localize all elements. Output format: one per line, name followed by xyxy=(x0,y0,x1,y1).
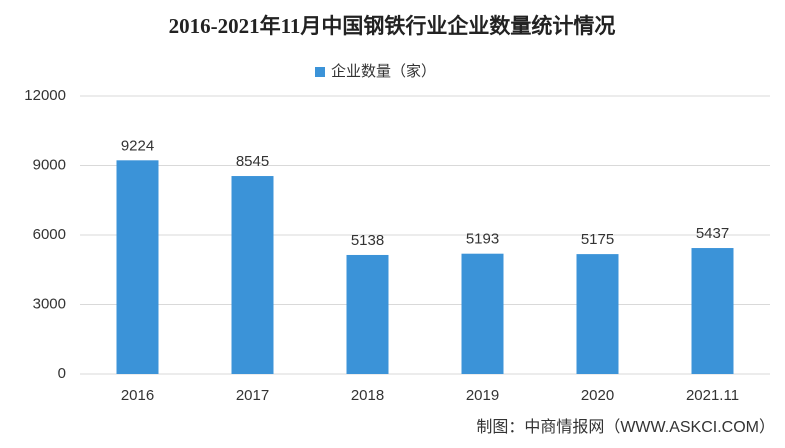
data-label: 9224 xyxy=(121,137,154,154)
x-tick-label: 2019 xyxy=(466,387,499,404)
bar xyxy=(576,254,619,374)
bar xyxy=(461,253,504,374)
data-label: 5175 xyxy=(581,231,614,248)
bar xyxy=(116,160,159,374)
bar xyxy=(691,248,734,374)
y-tick-label: 12000 xyxy=(24,87,66,104)
data-label: 5437 xyxy=(696,225,729,242)
data-label: 5138 xyxy=(351,232,384,249)
legend-swatch xyxy=(315,67,325,77)
x-tick-label: 2018 xyxy=(351,387,384,404)
y-tick-label: 3000 xyxy=(33,295,66,312)
data-label: 5193 xyxy=(466,231,499,248)
x-tick-label: 2016 xyxy=(121,387,154,404)
data-label: 8545 xyxy=(236,153,269,170)
x-tick-label: 2017 xyxy=(236,387,269,404)
footer: 制图：中商情报网（WWW.ASKCI.COM） xyxy=(476,418,775,436)
chart-title: 2016-2021年11月中国钢铁行业企业数量统计情况 xyxy=(169,14,616,38)
legend-label: 企业数量（家） xyxy=(331,62,436,80)
y-tick-label: 9000 xyxy=(33,156,66,173)
y-tick-label: 6000 xyxy=(33,226,66,243)
y-tick-label: 0 xyxy=(58,365,66,382)
bar xyxy=(346,254,389,374)
x-tick-label: 2021.11 xyxy=(686,387,739,404)
x-tick-label: 2020 xyxy=(581,387,614,404)
bar xyxy=(231,176,274,374)
